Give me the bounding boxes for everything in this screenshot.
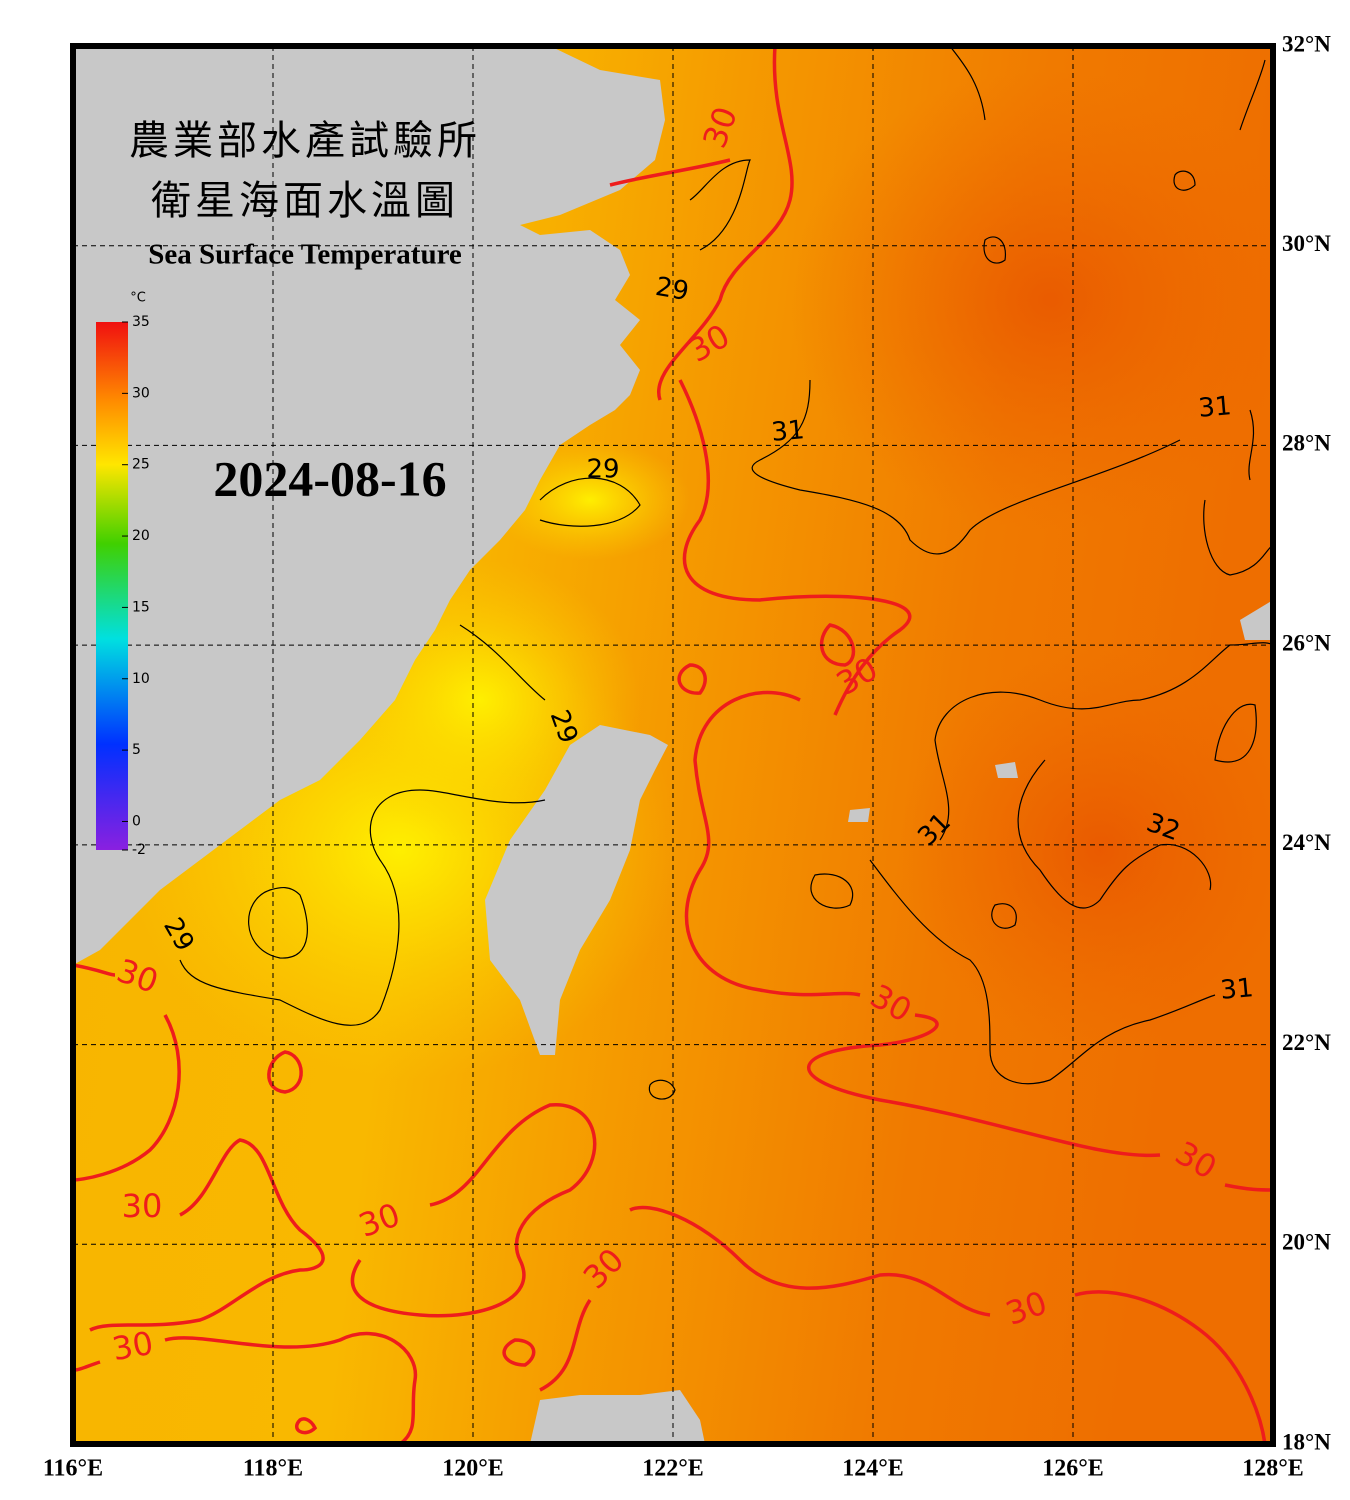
lon-label: 126°E (1042, 1456, 1104, 1482)
colorbar-tick-label: 25 (132, 457, 150, 473)
colorbar-ticks: 35 30 25 20 15 10 5 0 -2 (122, 314, 150, 858)
contour-label: 30 (109, 1324, 156, 1368)
graticule (73, 46, 1273, 1444)
lon-label: 128°E (1242, 1456, 1304, 1482)
map-frame (70, 43, 1276, 1447)
isotherm-30 (73, 46, 1273, 1444)
hot-area (900, 650, 1273, 1050)
colorbar-tick-label: 35 (132, 314, 150, 330)
taiwan (485, 725, 668, 1055)
lat-label: 30°N (1282, 231, 1331, 256)
contour-label: 29 (586, 455, 619, 485)
axis-labels: 116°E 118°E 120°E 122°E 124°E 126°E 128°E 32°N 3… (43, 31, 1331, 1481)
contour-label: 29 (653, 272, 691, 307)
map-area (73, 46, 1273, 1444)
colorbar-tick-label: 30 (132, 385, 150, 401)
lat-label: 32°N (1282, 31, 1331, 56)
contour-label: 30 (122, 1187, 163, 1225)
lat-label: 18°N (1282, 1429, 1331, 1454)
lat-label: 26°N (1282, 630, 1331, 655)
contour-label: 31 (770, 415, 806, 448)
colorbar-unit: °C (130, 291, 146, 306)
colorbar-tick-label: 15 (132, 599, 150, 615)
lon-label: 120°E (442, 1456, 504, 1482)
contour-label: 31 (1219, 973, 1255, 1006)
lat-label: 28°N (1282, 431, 1331, 456)
luzon (530, 1390, 705, 1444)
lat-label: 20°N (1282, 1230, 1331, 1255)
title-zh: 農業部水產試驗所 (129, 118, 481, 163)
colorbar-tick-label: 20 (132, 528, 150, 544)
title-en: Sea Surface Temperature (148, 239, 462, 271)
date: 2024-08-16 (213, 450, 446, 506)
subtitle-zh: 衛星海面水溫圖 (151, 178, 459, 223)
colorbar-tick-label: 0 (132, 813, 141, 829)
isotherm-other (179, 46, 1273, 1100)
colorbar-tick-label: -2 (132, 842, 146, 858)
lon-label: 122°E (642, 1456, 704, 1482)
colorbar-tick-label: 5 (132, 742, 141, 758)
lat-label: 22°N (1282, 1030, 1331, 1055)
lon-label: 118°E (243, 1456, 303, 1482)
colorbar (96, 322, 128, 850)
lon-label: 116°E (43, 1456, 103, 1482)
colorbar-tick-label: 10 (132, 671, 150, 687)
lat-label: 24°N (1282, 830, 1331, 855)
hot-area (790, 70, 1273, 530)
lon-label: 124°E (842, 1456, 904, 1482)
contour-label: 31 (1197, 391, 1233, 424)
mainland-china (73, 46, 665, 965)
